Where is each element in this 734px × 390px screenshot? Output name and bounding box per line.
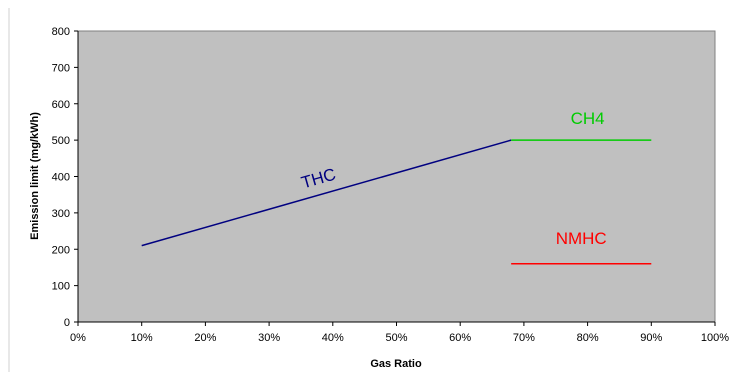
x-tick-label: 100% — [701, 332, 729, 344]
plot-area — [77, 30, 716, 323]
series-label-nmhc: NMHC — [556, 229, 607, 248]
x-axis-ticks: 0% 10% 20% 30% 40% 50% 60% 70% 80% 90% 100% — [70, 321, 729, 344]
y-tick-label: 300 — [52, 208, 70, 220]
x-tick-label: 30% — [258, 332, 280, 344]
x-tick-label: 90% — [640, 332, 662, 344]
y-axis-ticks: 0 100 200 300 400 500 600 700 800 — [52, 26, 79, 329]
y-axis-title: Emission limit (mg/kWh) — [29, 112, 41, 240]
x-tick-label: 50% — [385, 332, 407, 344]
y-tick-label: 500 — [52, 135, 70, 147]
x-tick-label: 0% — [70, 332, 86, 344]
y-tick-label: 200 — [52, 244, 70, 256]
x-tick-label: 20% — [194, 332, 216, 344]
x-axis-title: Gas Ratio — [370, 358, 422, 370]
x-tick-label: 40% — [322, 332, 344, 344]
x-tick-label: 80% — [577, 332, 599, 344]
y-tick-label: 400 — [52, 172, 70, 184]
series-line-thc — [141, 139, 512, 247]
y-tick-label: 800 — [52, 26, 70, 38]
x-tick-label: 70% — [513, 332, 535, 344]
x-tick-label: 60% — [449, 332, 471, 344]
y-tick-label: 600 — [52, 99, 70, 111]
series-label-ch4: CH4 — [571, 109, 605, 128]
y-tick-label: 700 — [52, 62, 70, 74]
x-tick-label: 10% — [131, 332, 153, 344]
y-tick-label: 100 — [52, 281, 70, 293]
y-tick-label: 0 — [64, 317, 70, 329]
